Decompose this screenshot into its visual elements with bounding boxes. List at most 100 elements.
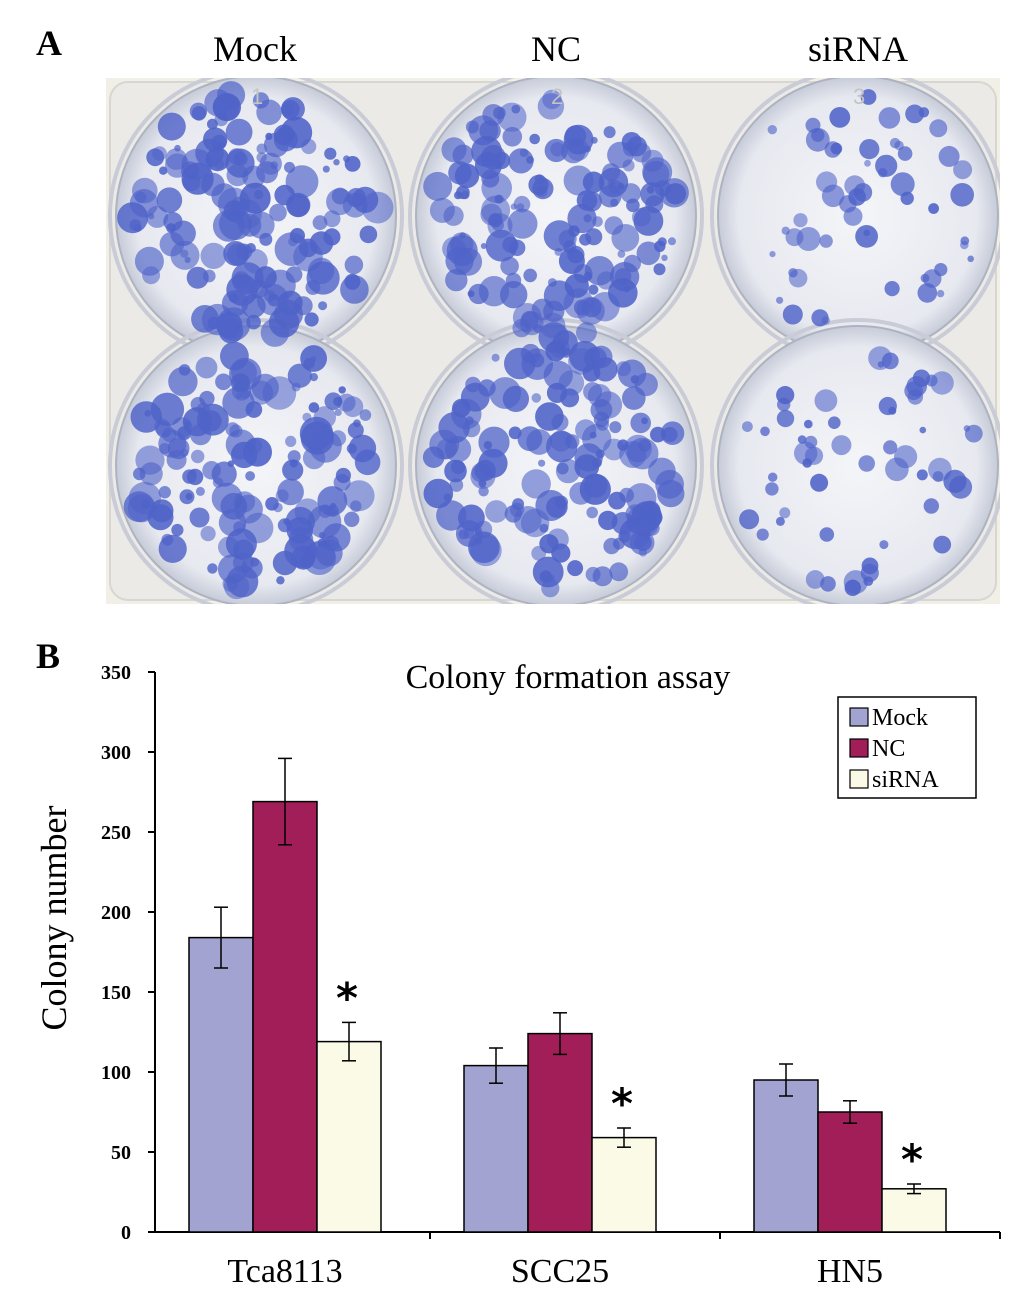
colony	[155, 421, 173, 438]
colony	[875, 154, 898, 177]
colony	[334, 408, 342, 417]
colony	[449, 478, 464, 492]
colony	[252, 92, 270, 109]
colony	[359, 409, 372, 421]
colony	[932, 471, 944, 482]
colony	[223, 241, 249, 266]
colony	[256, 143, 268, 155]
colony	[423, 171, 453, 201]
colony	[573, 264, 593, 284]
colony	[765, 482, 779, 496]
colony	[201, 172, 225, 197]
colony	[529, 133, 540, 145]
colony	[282, 459, 304, 481]
colony	[797, 435, 807, 444]
colony	[285, 506, 315, 537]
colony	[583, 473, 608, 498]
colony	[923, 498, 939, 514]
legend-swatch-nc	[849, 738, 869, 758]
colony	[641, 149, 664, 172]
colony	[148, 213, 155, 220]
panel-a-label: A	[36, 23, 62, 63]
colony	[231, 359, 257, 386]
significance-marker: *	[336, 973, 358, 1022]
colony	[443, 493, 452, 502]
colony	[318, 301, 328, 311]
colony	[816, 171, 838, 193]
colony	[246, 314, 261, 330]
colony	[146, 148, 165, 167]
colony	[454, 163, 480, 188]
legend-label-nc: NC	[872, 736, 905, 762]
colony	[638, 548, 648, 557]
bar-sirna-tca8113	[316, 1040, 382, 1233]
colony	[239, 182, 271, 214]
colony	[925, 374, 938, 387]
panel-b-label: B	[36, 636, 61, 676]
colony	[584, 256, 615, 286]
colony	[819, 527, 835, 542]
colony	[964, 424, 983, 443]
colony	[180, 161, 200, 180]
y-tick-label: 0	[121, 1222, 131, 1244]
colony	[215, 373, 232, 391]
colony	[885, 457, 909, 482]
colony	[919, 426, 927, 434]
colony	[565, 434, 580, 449]
colony	[607, 141, 634, 169]
colony	[478, 426, 510, 458]
colony	[446, 235, 478, 266]
colony	[507, 208, 538, 239]
colony	[500, 256, 519, 276]
colony	[289, 228, 305, 244]
colony	[347, 422, 364, 439]
colony	[182, 469, 197, 484]
colony	[455, 520, 483, 547]
bar-sirna-hn5	[881, 1188, 947, 1233]
colony	[218, 318, 244, 344]
colony	[551, 543, 571, 563]
colony	[218, 536, 240, 558]
colony	[858, 455, 875, 472]
colony	[626, 198, 640, 213]
colony	[516, 203, 525, 211]
colony	[631, 501, 662, 532]
colony	[330, 430, 347, 447]
colony	[454, 191, 462, 200]
colony	[630, 412, 651, 434]
colony	[283, 518, 290, 525]
colony	[200, 242, 227, 269]
bars	[188, 800, 947, 1233]
plate-well-numbers: 1 2 3	[251, 84, 865, 109]
colony	[436, 500, 467, 531]
colony	[146, 205, 169, 228]
colony	[888, 406, 897, 415]
colony	[293, 296, 313, 316]
colony	[161, 533, 174, 546]
colony	[202, 461, 221, 480]
bar-nc-scc25	[527, 1032, 593, 1233]
colony	[344, 255, 364, 275]
colony	[211, 134, 227, 150]
colony	[331, 187, 349, 205]
bar-sirna-scc25	[591, 1136, 657, 1233]
legend-swatch-mock	[849, 707, 869, 727]
bar-nc-tca8113	[252, 800, 318, 1233]
colony	[641, 417, 648, 425]
colony	[585, 228, 603, 246]
colony	[340, 275, 369, 304]
colony	[960, 240, 969, 250]
colony	[742, 421, 753, 432]
colony	[768, 472, 778, 482]
colony	[243, 512, 274, 544]
colony	[199, 390, 215, 407]
colony	[451, 460, 466, 475]
legend-swatch-sirna	[849, 769, 869, 789]
colony	[134, 191, 147, 204]
colony	[359, 225, 378, 244]
colony	[231, 381, 252, 401]
x-tick-label: SCC25	[511, 1253, 609, 1290]
colony	[793, 213, 808, 228]
colony	[756, 528, 769, 541]
colony	[634, 372, 658, 397]
